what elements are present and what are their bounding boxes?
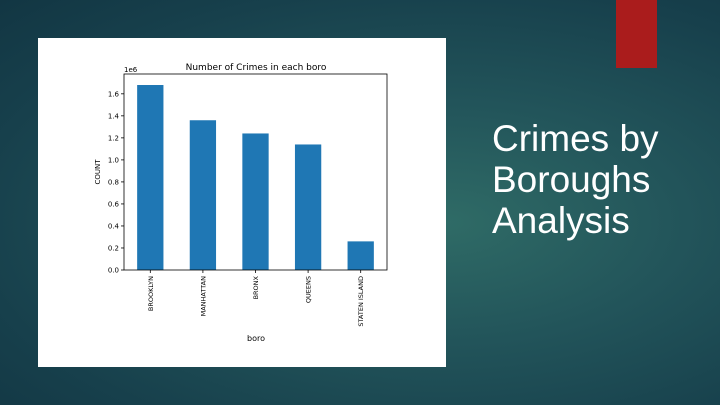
x-tick-label: MANHATTAN [199, 276, 207, 317]
y-tick-label: 1.0 [108, 156, 119, 164]
y-tick-label: 0.8 [108, 178, 119, 186]
bar-queens [294, 144, 322, 270]
x-tick-label: STATEN ISLAND [357, 276, 365, 327]
y-tick-label: 0.4 [108, 222, 120, 230]
x-tick-label: BRONX [252, 275, 260, 299]
x-tick-label: QUEENS [305, 276, 313, 303]
chart-title: Number of Crimes in each boro [186, 63, 327, 73]
x-tick-label: BROOKLYN [147, 276, 155, 311]
bar-manhattan [189, 120, 217, 270]
accent-bar [616, 0, 657, 68]
y-tick-label: 1.6 [108, 90, 120, 98]
y-tick-label: 1.2 [108, 134, 119, 142]
y-scale-label: 1e6 [124, 66, 138, 74]
y-tick-label: 0.0 [108, 267, 119, 275]
y-tick-label: 0.2 [108, 244, 119, 252]
plot-frame [123, 73, 388, 271]
bar-brooklyn [137, 85, 164, 270]
slide-title: Crimes by Boroughs Analysis [492, 118, 659, 241]
y-axis-label: COUNT [94, 159, 102, 185]
chart-panel: Number of Crimes in each boro 1e6 COUNT … [38, 38, 446, 367]
x-axis-label: boro [247, 334, 265, 343]
y-tick-label: 1.4 [108, 112, 120, 120]
bar-staten-island [347, 241, 374, 270]
y-tick-label: 0.6 [108, 200, 120, 208]
bar-chart: Number of Crimes in each boro 1e6 COUNT … [94, 63, 388, 343]
bar-bronx [242, 133, 269, 270]
